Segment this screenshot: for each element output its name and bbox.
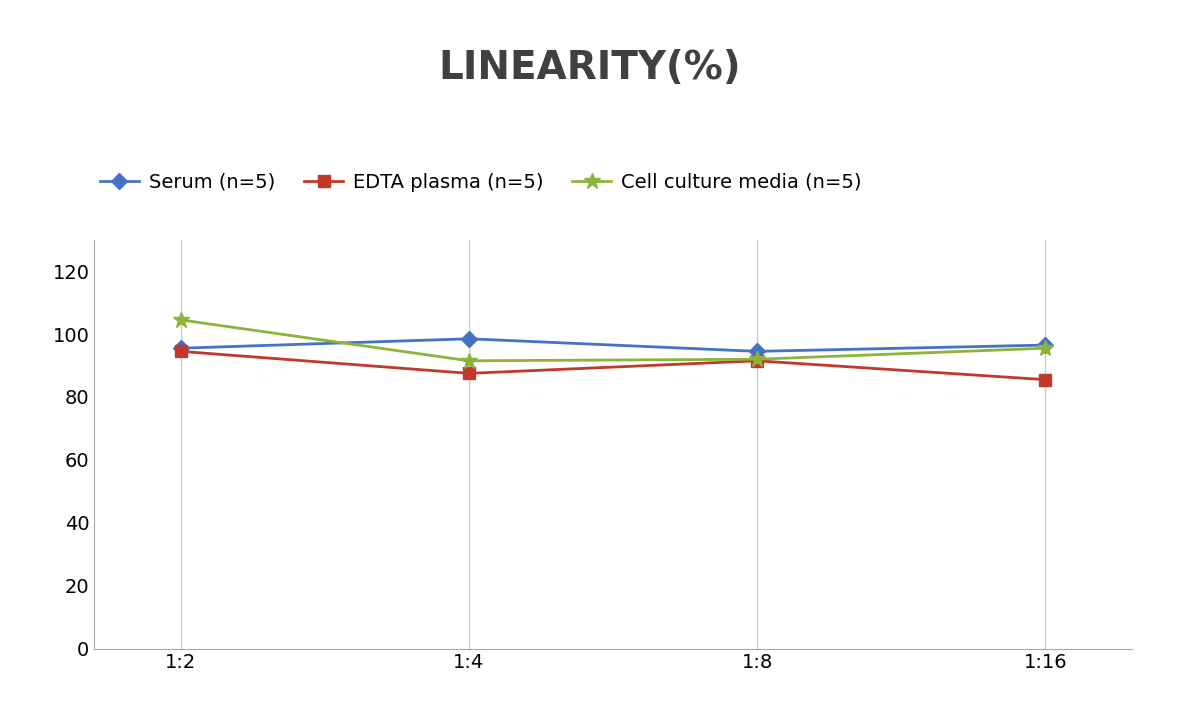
Serum (n=5): [1039, 341, 1053, 349]
Text: LINEARITY(%): LINEARITY(%): [439, 49, 740, 87]
Line: Serum (n=5): Serum (n=5): [176, 333, 1050, 357]
Cell culture media (n=5): [750, 355, 764, 364]
Cell culture media (n=5): [1039, 344, 1053, 352]
Cell culture media (n=5): [462, 357, 476, 365]
EDTA plasma (n=5): [173, 347, 187, 355]
Legend: Serum (n=5), EDTA plasma (n=5), Cell culture media (n=5): Serum (n=5), EDTA plasma (n=5), Cell cul…: [92, 165, 869, 200]
EDTA plasma (n=5): [462, 369, 476, 378]
Serum (n=5): [173, 344, 187, 352]
Cell culture media (n=5): [173, 316, 187, 324]
Serum (n=5): [462, 335, 476, 343]
Line: Cell culture media (n=5): Cell culture media (n=5): [172, 312, 1054, 369]
EDTA plasma (n=5): [750, 357, 764, 365]
Serum (n=5): [750, 347, 764, 355]
Line: EDTA plasma (n=5): EDTA plasma (n=5): [176, 346, 1050, 385]
EDTA plasma (n=5): [1039, 376, 1053, 384]
